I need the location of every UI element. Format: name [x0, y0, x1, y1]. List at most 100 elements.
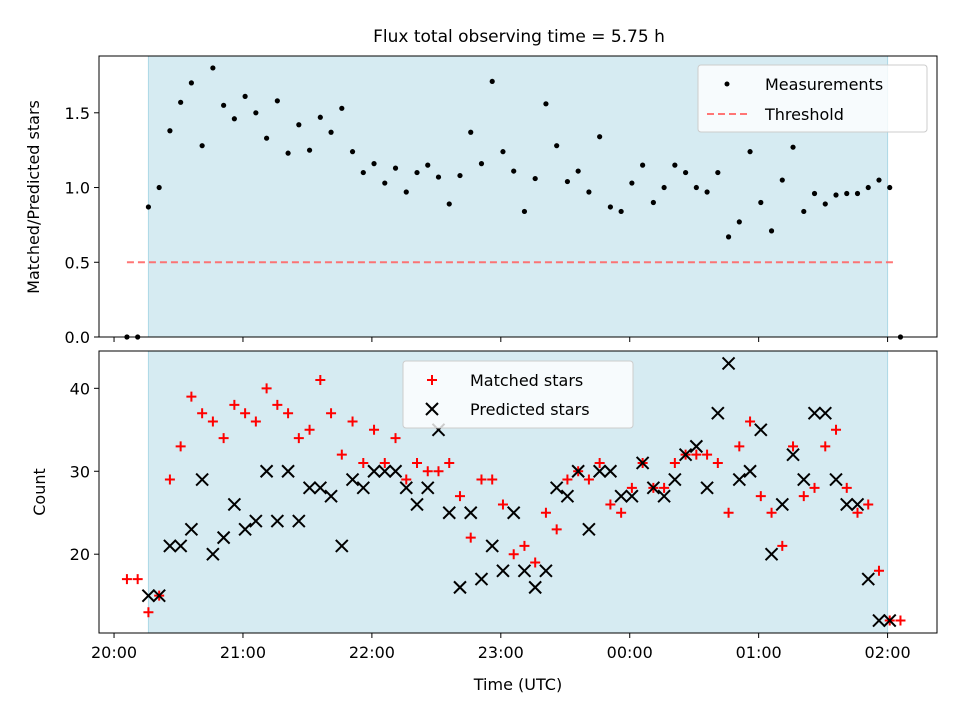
matched-star-point [186, 391, 197, 402]
matched-star-point [132, 574, 143, 585]
measurement-point [854, 190, 861, 197]
predicted-star-point [721, 356, 736, 371]
predicted-star-point [152, 588, 166, 603]
matched-star-point [755, 491, 766, 502]
measurement-point [446, 201, 452, 207]
measurement-point [779, 177, 785, 183]
predicted-star-point [829, 472, 843, 487]
matched-star-point [358, 457, 369, 468]
matched-star-point [551, 524, 562, 535]
matched-star-point [841, 482, 852, 493]
matched-star-point [164, 474, 175, 485]
matched-star-point [616, 507, 627, 518]
matched-star-point [143, 607, 154, 618]
top-panel: Flux total observing time = 5.75 h 0.00.… [24, 27, 938, 347]
matched-star-point [691, 449, 702, 460]
matched-star-point [777, 540, 788, 551]
matched-star-point [745, 416, 756, 427]
measurement-point [360, 169, 366, 176]
predicted-star-point [840, 497, 854, 512]
predicted-star-point [700, 481, 714, 495]
measurement-point [178, 99, 184, 105]
measurement-point [414, 169, 420, 176]
measurements-series [124, 65, 904, 340]
matched-star-point [250, 416, 261, 427]
matched-star-point [702, 449, 713, 460]
predicted-star-point [797, 472, 811, 487]
measurement-point [511, 168, 517, 174]
measurement-point [231, 116, 237, 122]
matched-stars-series [121, 375, 906, 626]
measurement-point [489, 78, 495, 85]
legend-matched-marker [427, 375, 437, 385]
predicted-star-point [603, 464, 618, 478]
measurement-point [328, 129, 334, 135]
predicted-star-point [399, 481, 413, 495]
predicted-star-point [571, 464, 585, 478]
measurement-point [865, 184, 871, 191]
measurement-point [758, 199, 764, 206]
predicted-star-point [539, 564, 553, 578]
measurement-point [586, 189, 592, 195]
legend-predicted-label: Predicted stars [470, 400, 590, 419]
measurement-point [521, 208, 528, 215]
measurement-point [221, 102, 227, 108]
matched-star-point [261, 383, 272, 394]
predicted-star-point [883, 613, 897, 628]
predicted-star-point [259, 464, 274, 478]
predicted-star-point [754, 423, 768, 437]
matched-star-point [487, 474, 498, 485]
measurement-point [296, 122, 302, 128]
predicted-star-point [764, 547, 779, 561]
measurement-point [661, 184, 667, 191]
predicted-star-point [818, 406, 832, 420]
matched-star-point [562, 474, 573, 485]
predicted-star-point [206, 547, 220, 561]
predicted-star-point [388, 464, 403, 478]
measurement-point [349, 149, 356, 155]
top-y-axis: 0.0 0.5 1.0 1.5 [65, 104, 99, 347]
bottom-legend-box [402, 360, 634, 429]
matched-star-point [272, 399, 283, 410]
matched-star-point [497, 499, 508, 510]
measurement-point [747, 149, 753, 155]
matched-star-point [465, 532, 476, 543]
measurement-point [629, 180, 635, 186]
matched-star-point [315, 375, 326, 386]
legend-matched-label: Matched stars [470, 371, 583, 390]
measurement-point [285, 150, 291, 156]
matched-star-point [121, 574, 132, 585]
measurement-point [650, 199, 656, 206]
y-tick-label: 30 [70, 462, 90, 481]
measurement-point [435, 174, 442, 180]
measurement-point [145, 204, 152, 210]
matched-star-point [669, 457, 680, 468]
matched-star-point [540, 507, 551, 518]
matched-star-point [401, 474, 412, 485]
measurement-point [339, 105, 345, 111]
top-shade-right-edge [887, 56, 889, 337]
matched-star-point [433, 466, 444, 477]
predicted-star-point [560, 489, 575, 503]
predicted-star-point [850, 497, 865, 512]
bottom-y-axis: 20 30 40 [70, 379, 99, 564]
predicted-star-point [249, 514, 263, 528]
predicted-star-point [292, 514, 306, 528]
predicted-star-point [517, 564, 532, 578]
top-plot-frame [98, 55, 938, 338]
predicted-star-point [872, 613, 886, 628]
measurement-point [210, 65, 216, 71]
predicted-star-point [335, 539, 349, 553]
matched-star-point [788, 441, 799, 452]
predicted-star-point [775, 497, 789, 512]
legend-predicted-marker [425, 402, 439, 416]
x-tick-label: 20:00 [91, 643, 137, 662]
matched-star-point [594, 457, 605, 468]
matched-star-point [369, 424, 380, 435]
measurement-point [822, 201, 828, 207]
measurement-point [801, 208, 807, 215]
measurement-point [403, 189, 409, 195]
matched-star-point [283, 408, 294, 419]
predicted-star-point [163, 539, 177, 553]
